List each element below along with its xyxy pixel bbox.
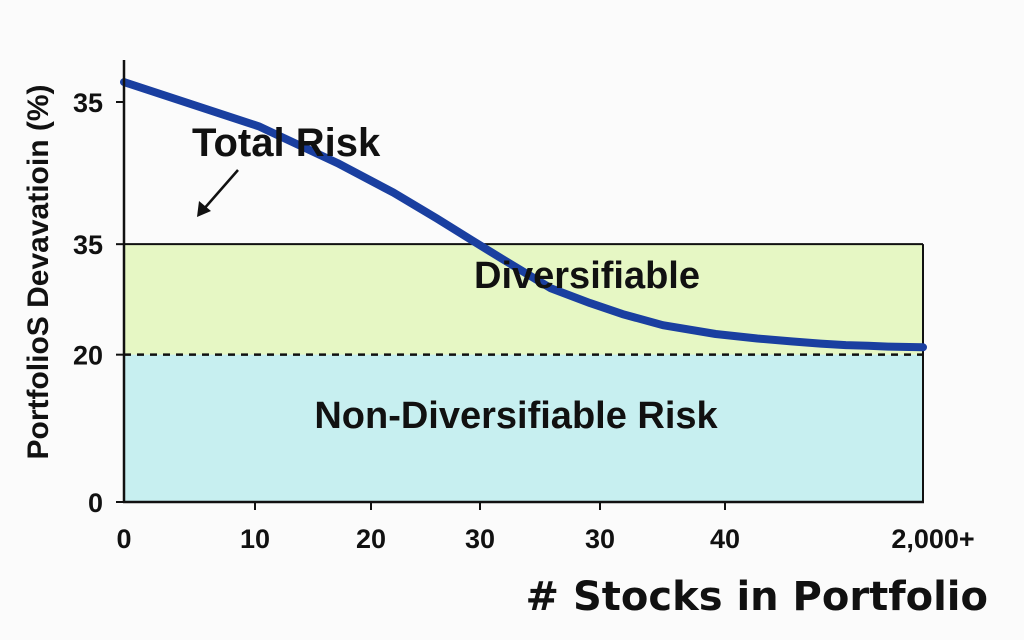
total-risk-curve bbox=[120, 78, 927, 352]
x-tick-label: 10 bbox=[240, 524, 270, 554]
diversifiable-region bbox=[124, 244, 923, 355]
y-tick-label: 35 bbox=[73, 230, 103, 260]
annotation-arrow-line bbox=[202, 169, 239, 211]
non-diversifiable-region bbox=[124, 354, 923, 502]
x-tick-label: 0 bbox=[116, 524, 131, 554]
x-tick-label: 2,000+ bbox=[891, 524, 974, 554]
x-tick-label: 30 bbox=[465, 524, 495, 554]
total-risk-annotation: Total Risk bbox=[192, 121, 381, 165]
labels-layer: PortfolioS Devavatioin (%) # Stocks in Po… bbox=[22, 84, 988, 620]
y-axis-title: PortfolioS Devavatioin (%) bbox=[22, 84, 55, 459]
diversifiable-label: Diversifiable bbox=[474, 255, 700, 297]
y-tick-label: 35 bbox=[73, 88, 103, 118]
x-tick-label: 20 bbox=[356, 524, 386, 554]
y-tick-label: 20 bbox=[73, 341, 103, 371]
annotation-arrow-head bbox=[197, 201, 211, 217]
non-diversifiable-label: Non-Diversifiable Risk bbox=[314, 395, 718, 437]
x-axis-title: # Stocks in Portfolio bbox=[526, 574, 988, 620]
y-tick-label: 0 bbox=[88, 488, 103, 518]
axes-layer: 0 20 35 35 0 10 20 30 30 40 2,000+ bbox=[73, 60, 975, 554]
series-layer bbox=[120, 78, 927, 352]
x-tick-label: 30 bbox=[585, 524, 615, 554]
x-tick-label: 40 bbox=[710, 524, 740, 554]
regions-layer bbox=[124, 243, 924, 502]
